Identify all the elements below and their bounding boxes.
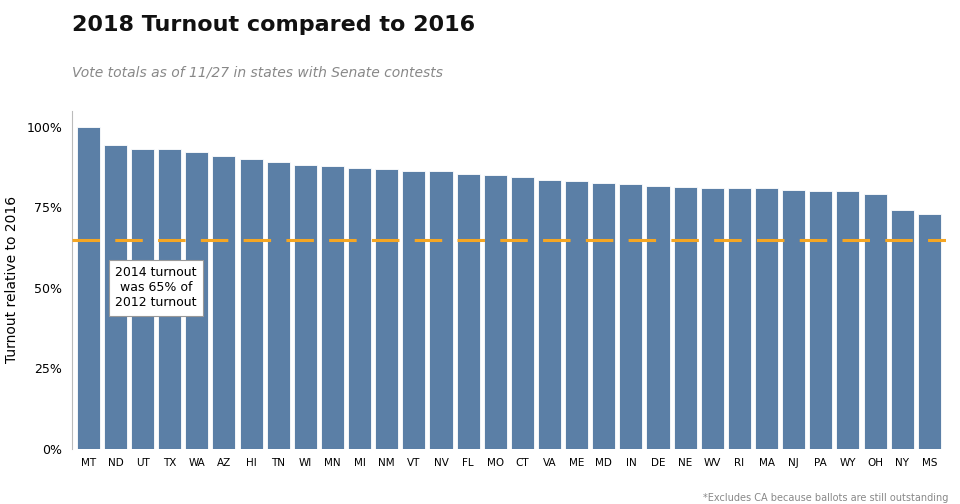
Bar — [755, 188, 778, 449]
Bar — [646, 186, 669, 449]
Bar — [375, 169, 398, 449]
Text: 2014 turnout
was 65% of
2012 turnout: 2014 turnout was 65% of 2012 turnout — [115, 266, 197, 309]
Text: *Excludes CA because ballots are still outstanding: *Excludes CA because ballots are still o… — [703, 493, 948, 503]
Bar — [864, 194, 887, 449]
Bar — [674, 187, 697, 449]
Y-axis label: Turnout relative to 2016: Turnout relative to 2016 — [6, 196, 19, 363]
Bar — [185, 152, 208, 449]
Text: 2018 Turnout compared to 2016: 2018 Turnout compared to 2016 — [72, 15, 475, 35]
Bar — [457, 173, 480, 449]
Bar — [565, 180, 588, 449]
Bar — [212, 156, 235, 449]
Bar — [131, 149, 154, 449]
Bar — [538, 180, 561, 449]
Bar — [240, 159, 263, 449]
Bar — [619, 184, 642, 449]
Bar — [321, 165, 344, 449]
Bar — [77, 127, 100, 449]
Bar — [348, 168, 372, 449]
Bar — [511, 177, 534, 449]
Bar — [267, 162, 290, 449]
Bar — [809, 191, 832, 449]
Bar — [484, 174, 507, 449]
Bar — [402, 171, 425, 449]
Bar — [104, 145, 127, 449]
Bar — [891, 210, 914, 449]
Bar — [294, 165, 317, 449]
Text: Vote totals as of 11/27 in states with Senate contests: Vote totals as of 11/27 in states with S… — [72, 66, 443, 80]
Bar — [429, 171, 452, 449]
Bar — [728, 188, 751, 449]
Bar — [836, 192, 859, 449]
Bar — [592, 183, 615, 449]
Bar — [158, 150, 181, 449]
Bar — [918, 214, 941, 449]
Bar — [782, 190, 805, 449]
Bar — [701, 188, 724, 449]
